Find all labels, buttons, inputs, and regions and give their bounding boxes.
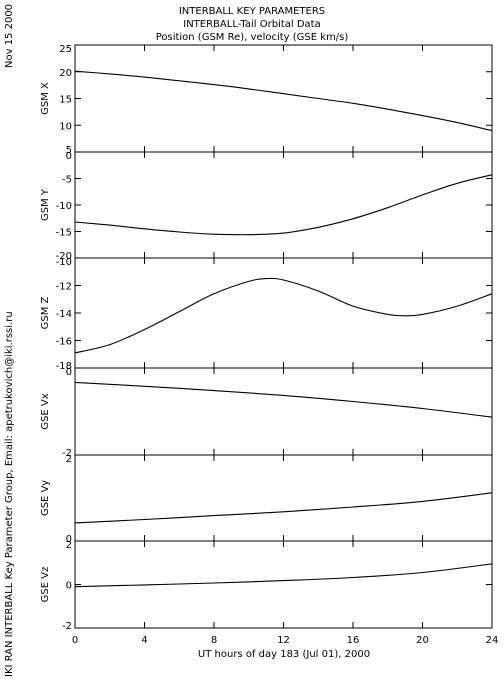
side-credit: IKI RAN INTERBALL Key Parameter Group, E… — [4, 311, 15, 677]
y-tick-label: 0 — [66, 581, 72, 592]
panel-2: -20 -15 -10 -5 0 GSM Y — [40, 151, 493, 262]
y-tick-label: 10 — [59, 121, 72, 132]
chart-subtitle: INTERBALL-Tail Orbital Data — [183, 19, 320, 30]
y-tick-label: -5 — [62, 175, 72, 186]
y-tick-label: 15 — [59, 95, 72, 106]
y-axis-label: GSM Y — [40, 188, 51, 221]
side-date: Nov 15 2000 — [4, 4, 15, 68]
panel-6: -2 0 2 GSE Vz — [40, 540, 493, 632]
x-tick-label: 8 — [211, 635, 217, 646]
panel-frame — [74, 367, 493, 456]
series-line — [74, 381, 493, 418]
x-tick-label: 20 — [416, 635, 429, 646]
y-tick-label: -2 — [62, 448, 72, 459]
panel-4: -2 0 GSE Vx — [40, 367, 493, 459]
series-line — [74, 277, 493, 354]
x-axis-label: UT hours of day 183 (Jul 01), 2000 — [198, 649, 370, 660]
x-tick-label: 4 — [141, 635, 147, 646]
y-tick-label: -10 — [56, 257, 72, 268]
y-tick-label: -18 — [56, 361, 72, 372]
y-tick-label: -2 — [62, 621, 72, 632]
panel-5: 0 2 GSE Vy — [40, 454, 493, 545]
y-tick-label: 0 — [66, 534, 72, 545]
y-tick-label: 0 — [66, 367, 72, 378]
y-axis-label: GSE Vy — [40, 480, 51, 516]
x-tick-label: 0 — [72, 635, 78, 646]
y-tick-label: -20 — [56, 251, 72, 262]
y-axis-label: GSM X — [40, 82, 51, 115]
y-tick-label: 25 — [59, 44, 72, 55]
y-tick-label: 0 — [66, 151, 72, 162]
x-tick-label: 16 — [347, 635, 360, 646]
y-tick-label: -14 — [56, 309, 72, 320]
y-axis-label: GSM Z — [40, 296, 51, 329]
y-tick-label: 2 — [66, 540, 72, 551]
x-tick-label: 12 — [277, 635, 290, 646]
y-tick-label: -15 — [56, 228, 72, 239]
series-line — [74, 563, 493, 588]
y-tick-label: 5 — [66, 145, 72, 156]
x-tick-label: 24 — [486, 635, 499, 646]
panel-frame — [74, 151, 493, 259]
y-axis-label: GSE Vx — [40, 393, 51, 429]
panel-frame — [74, 454, 493, 542]
y-tick-label: 2 — [66, 454, 72, 465]
panel-frame — [74, 540, 493, 629]
y-tick-label: -12 — [56, 282, 72, 293]
series-line — [74, 70, 493, 132]
y-tick-label: -16 — [56, 337, 72, 348]
series-line — [74, 174, 493, 236]
series-line — [74, 492, 493, 524]
panel-1: 5 10 15 20 25 GSM X — [40, 44, 493, 156]
chart-title: INTERBALL KEY PARAMETERS — [179, 6, 325, 17]
chart-units-line: Position (GSM Re), velocity (GSE km/s) — [156, 32, 349, 43]
y-tick-label: 20 — [59, 68, 72, 79]
panel-3: -18 -16 -14 -12 -10 GSM Z — [40, 257, 493, 372]
y-axis-label: GSE Vz — [40, 567, 51, 603]
y-tick-label: -10 — [56, 201, 72, 212]
panel-frame — [74, 44, 493, 153]
